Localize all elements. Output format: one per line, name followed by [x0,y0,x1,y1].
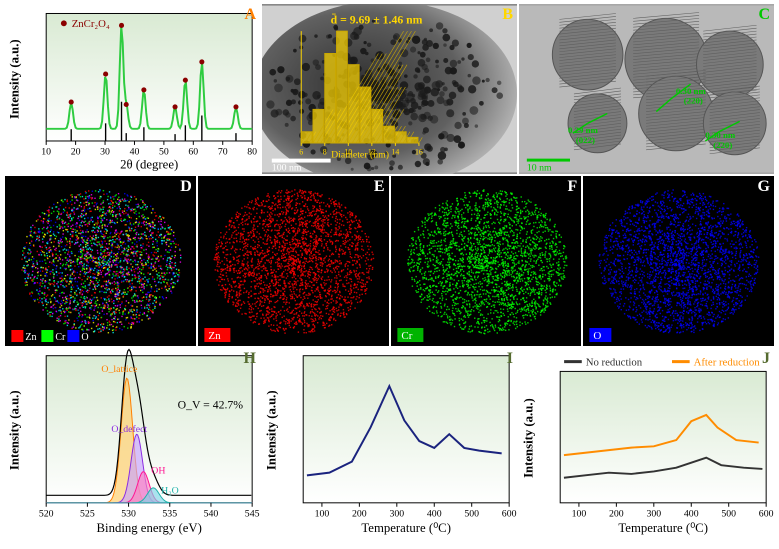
svg-text:60: 60 [188,147,198,158]
panel-D: Zn Cr O D [5,176,196,346]
scalebar-B: 100 nm [272,162,302,173]
hist-title: d̄ = 9.69 ± 1.46 nm [331,13,423,26]
xlabel-I: Temperature (⁰C) [361,521,451,535]
svg-text:O: O [81,332,88,343]
panel-label-D: D [180,178,192,196]
panel-G: O G [583,176,774,346]
label-F: Cr [401,330,412,342]
label-E: Zn [208,330,221,342]
panel-label-B: B [502,6,513,24]
svg-text:(220): (220) [684,96,703,106]
xlabel-H: Binding energy (eV) [97,521,202,535]
panel-F: Cr F [391,176,582,346]
svg-text:20: 20 [71,147,81,158]
panel-label-C: C [758,6,770,24]
panel-label-E: E [374,178,385,196]
panel-label-F: F [567,178,577,196]
panel-I: 100200300400500600 Temperature (⁰C) Inte… [262,348,517,538]
panel-label-G: G [758,178,770,196]
ylabel-H: Intensity (a.u.) [8,390,22,470]
svg-text:30: 30 [100,147,110,158]
figure-wrap: 10 20 30 40 50 60 70 80 ZnCr₂O₄ 2θ (degree) Int… [0,4,779,549]
svg-text:40: 40 [130,147,140,158]
panel-label-H: H [244,350,256,368]
svg-text:6: 6 [299,148,303,157]
panel-label-I: I [507,350,513,368]
ylabel-I: Intensity (a.u.) [265,390,279,470]
svg-text:(022): (022) [576,135,595,145]
svg-text:Cr: Cr [55,332,66,343]
hist-xlabel: Diameter (nm) [331,150,389,161]
svg-text:16: 16 [415,148,423,157]
panel-A: 10 20 30 40 50 60 70 80 ZnCr₂O₄ 2θ (degree) Int… [5,4,260,174]
xlabel-J: Temperature (⁰C) [618,521,708,535]
ylabel-J: Intensity (a.u.) [522,398,536,478]
svg-text:(2̄20): (2̄20) [713,140,732,150]
svg-text:14: 14 [391,148,399,157]
ylabel-A: Intensity (a.u.) [8,39,22,119]
svg-text:50: 50 [159,147,169,158]
legend-A: ZnCr₂O₄ [72,18,110,30]
panel-H: 520525530535540545 Binding energy (eV) I… [5,348,260,538]
panel-label-J: J [762,350,770,368]
figure-grid: 10 20 30 40 50 60 70 80 ZnCr₂O₄ 2θ (degree) Int… [5,4,774,538]
svg-text:10: 10 [41,147,51,158]
panel-label-A: A [244,6,256,24]
panel-B: 6810121416 d̄ = 9.69 ± 1.46 nm Diameter … [262,4,517,174]
panel-C: 0.30 nm(220) 0.29 nm(022) 0.30 nm(2̄20) … [519,4,774,174]
panel-E: Zn E [198,176,389,346]
svg-text:8: 8 [323,148,327,157]
label-G: O [594,330,602,342]
svg-text:80: 80 [247,147,257,158]
scalebar-C: 10 nm [527,162,552,173]
panel-J: 100200300400500600 No reductionAfter red… [519,348,774,538]
xlabel-A: 2θ (degree) [120,157,178,171]
svg-text:70: 70 [218,147,228,158]
ov-annot: O_V = 42.7% [178,399,244,412]
svg-text:Zn: Zn [25,332,36,343]
